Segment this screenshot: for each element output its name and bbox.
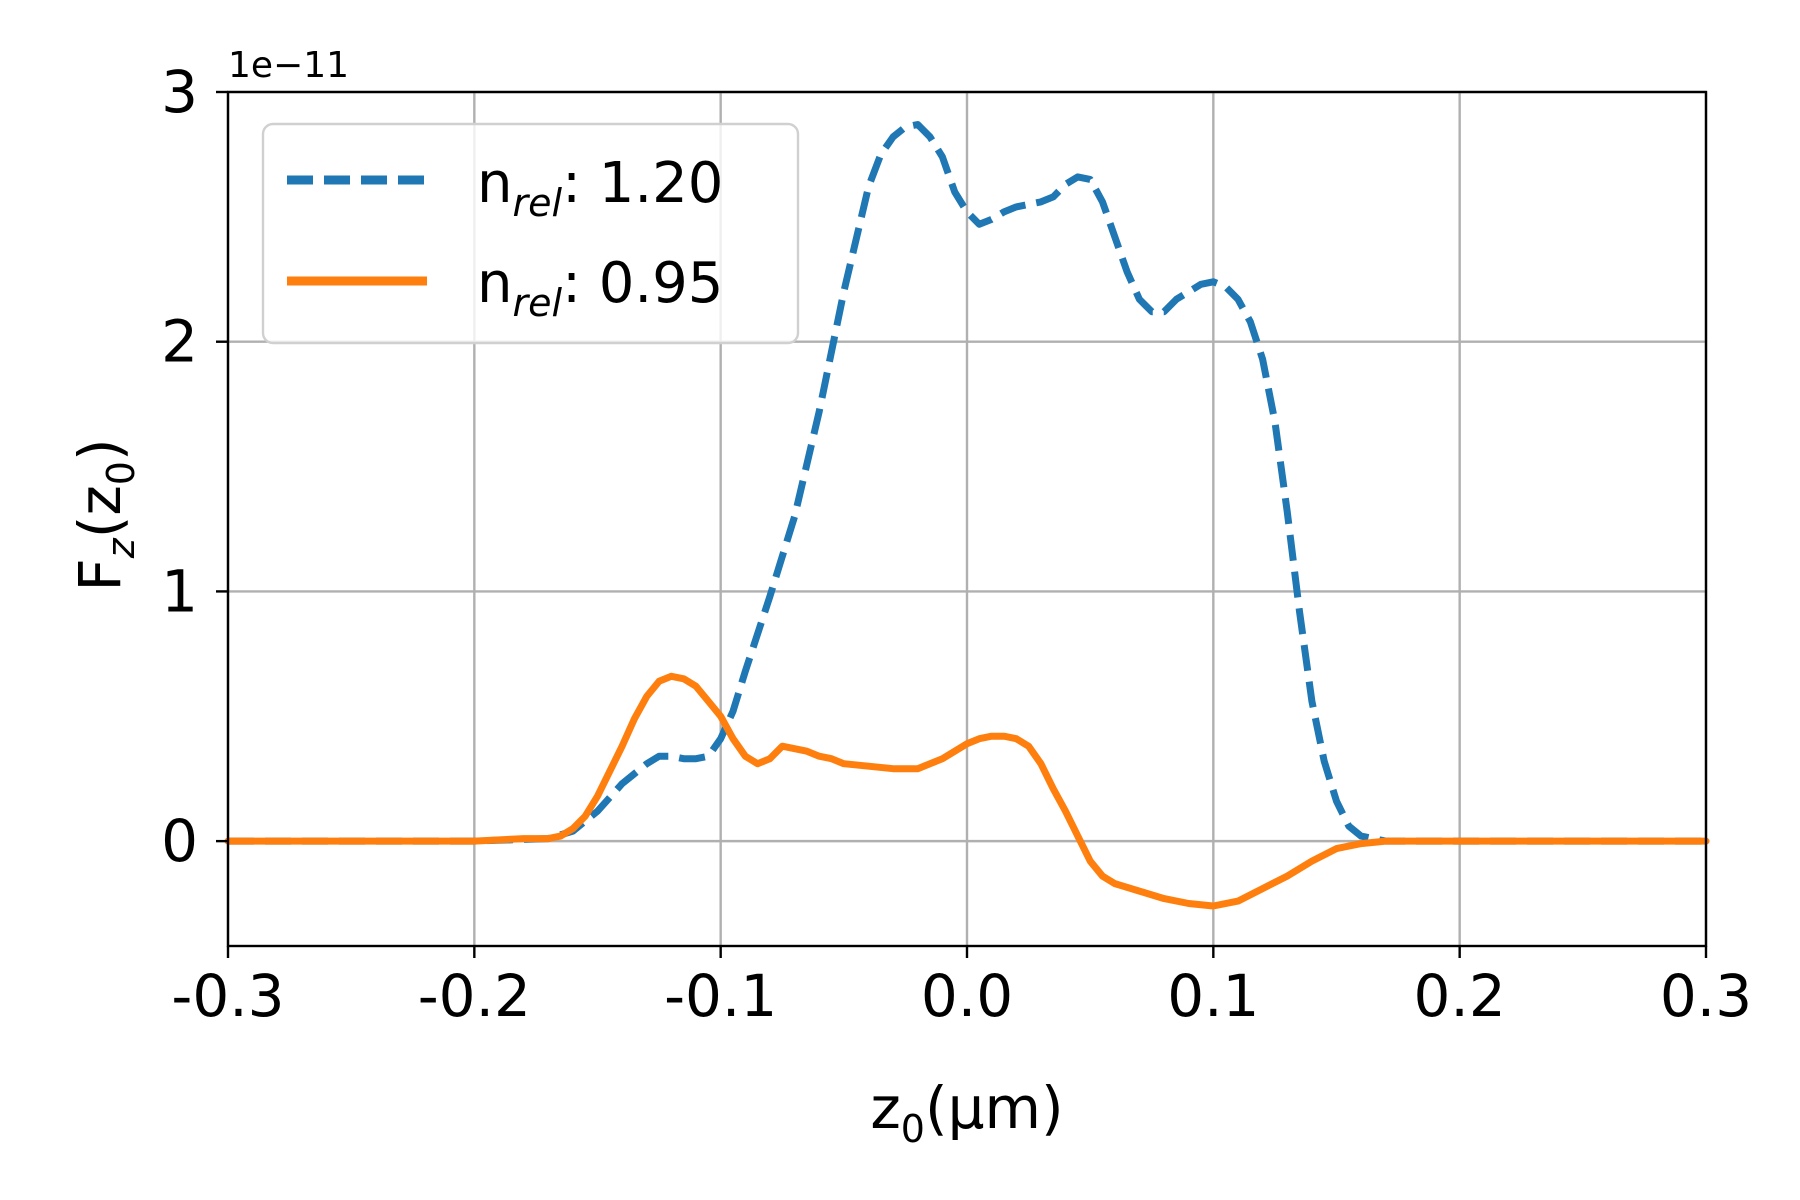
ticks: -0.3 -0.2 -0.1 0.0 0.1 0.2 0.3 0 1 2 3 [161,58,1752,1030]
y-axis-label-close: ) [66,438,134,461]
legend-label-series-2-sub: rel [513,281,563,325]
series-group [224,121,1710,910]
y-axis-label-arg: (z [66,485,134,538]
y-axis-label-base: F [66,558,134,591]
x-axis-label-sub: 0 [901,1107,925,1151]
y-tick-label: 2 [161,308,198,376]
y-tick-label: 0 [161,807,198,875]
x-tick-label: 0.1 [1167,962,1259,1030]
legend-label-series-2-base: n [477,251,513,316]
legend-label-series-1-sub: rel [513,181,563,225]
y-axis-label: Fz(z0) [66,438,143,591]
x-axis-label: z0(μm) [870,1074,1063,1151]
x-tick-label: -0.1 [664,962,777,1030]
legend-label-series-2-value: : 0.95 [562,251,723,316]
y-tick-label: 1 [161,557,198,625]
legend-box [261,122,800,345]
legend: nrel: 1.20 nrel: 0.95 [261,122,800,345]
y-axis-label-arg-sub: 0 [99,461,143,485]
y-scale-label: 1e−11 [228,45,349,86]
series-line-2 [224,672,1710,910]
legend-label-series-1: nrel: 1.20 [477,151,723,225]
y-axis-label-sub: z [99,537,143,559]
legend-label-series-2: nrel: 0.95 [477,251,723,325]
series-line-1 [228,121,1706,845]
legend-label-series-1-value: : 1.20 [562,151,723,216]
legend-label-series-1-base: n [477,151,513,216]
x-axis-label-unit: (μm) [925,1074,1064,1142]
x-tick-label: -0.2 [418,962,531,1030]
x-tick-label: 0.0 [921,962,1013,1030]
x-axis-label-base: z [870,1074,900,1142]
x-tick-label: 0.3 [1660,962,1752,1030]
x-tick-label: 0.2 [1414,962,1506,1030]
y-tick-label: 3 [161,58,198,126]
x-tick-label: -0.3 [171,962,284,1030]
